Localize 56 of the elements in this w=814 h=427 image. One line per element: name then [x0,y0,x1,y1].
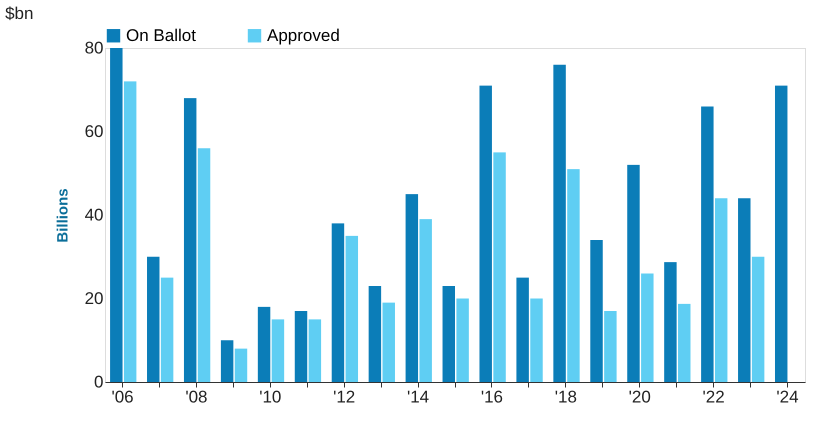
x-tick-label: '18 [554,388,577,406]
bar [701,106,714,382]
y-tick-label: 60 [84,122,104,141]
bar [419,219,432,382]
bar [530,298,543,382]
bar [272,319,284,382]
x-tick-label: '22 [702,388,725,406]
bar [553,64,566,382]
bar [220,340,234,382]
bar [124,81,136,382]
y-axis-title: Billions [54,188,72,243]
bar [752,256,764,382]
x-tick-label: '14 [406,388,430,406]
bar [678,304,690,382]
bar [382,302,395,382]
bar [516,278,529,382]
bar [493,152,506,382]
bar [738,198,751,382]
bar [641,273,654,382]
x-tick-label: '10 [259,388,282,406]
bar [308,319,322,382]
bar [627,164,640,382]
chart-title: $bn [5,4,34,23]
bar [406,194,418,382]
bar [774,86,788,382]
x-tick-label: '08 [185,388,208,406]
bar [160,278,174,382]
bar [332,223,344,382]
bar [368,286,382,382]
x-tick-label: '06 [111,388,134,406]
bar [664,262,677,382]
legend-label: On Ballot [126,26,196,45]
bar [234,348,248,382]
x-tick-label: '16 [480,388,504,406]
bar [110,48,123,382]
y-tick-label: 20 [84,289,104,308]
y-tick-label: 40 [84,206,104,224]
bar [442,286,455,382]
y-tick-label: 0 [94,372,104,392]
bar [198,148,210,382]
bar [456,298,469,382]
bar [346,236,358,382]
bar [714,198,728,382]
bar [604,311,617,382]
bar [567,169,580,382]
x-tick-label: '20 [628,388,651,406]
y-tick-label: 80 [84,38,104,58]
bar [590,240,603,382]
bar [294,311,308,382]
bar [479,86,492,382]
legend-label: Approved [267,26,340,45]
bar [147,256,160,382]
x-tick-label: '24 [776,388,799,406]
bar [258,306,270,382]
bar [184,98,196,382]
x-tick-label: '12 [333,388,356,406]
